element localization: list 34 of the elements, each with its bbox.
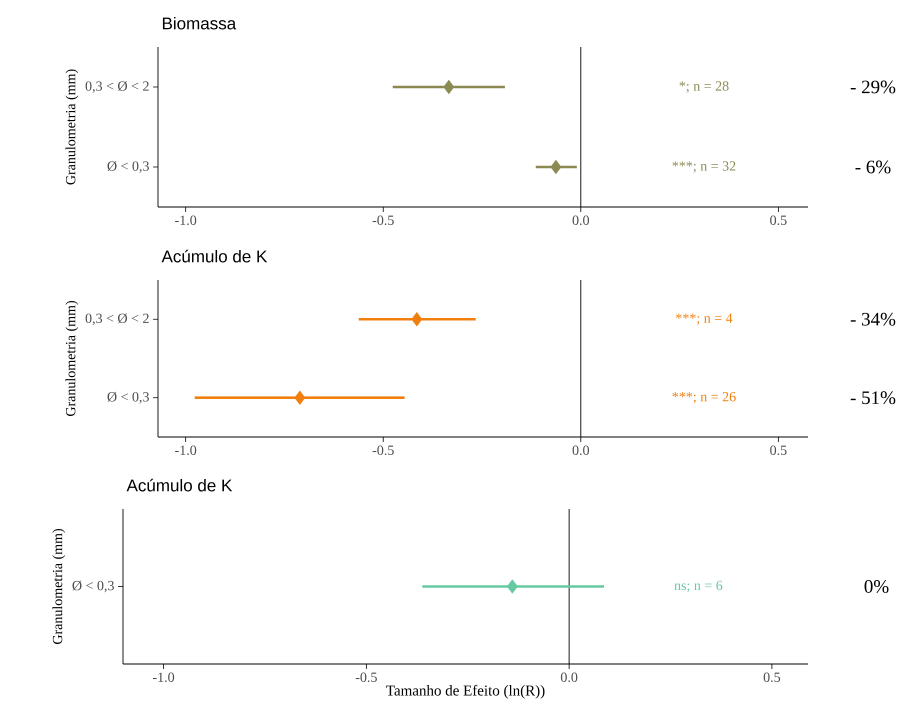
x-tick-label: -0.5 bbox=[372, 216, 394, 226]
annotation: ***; n = 26 bbox=[672, 392, 736, 404]
text: - 51% bbox=[850, 391, 896, 404]
x-tick-label: -1.0 bbox=[152, 672, 174, 682]
annotation: ns; n = 6 bbox=[674, 580, 722, 592]
text: - 34% bbox=[850, 312, 896, 326]
y-tick-label: Ø < 0,3 bbox=[108, 161, 149, 173]
annotation: ***; n = 32 bbox=[672, 161, 736, 173]
chart-title: Biomassa bbox=[162, 16, 236, 30]
y-axis-title: Granulometria (mm) bbox=[66, 69, 78, 185]
x-tick-label: -0.5 bbox=[372, 446, 394, 456]
text: - 29% bbox=[850, 80, 896, 94]
y-tick-label: Ø < 0,3 bbox=[108, 392, 149, 404]
x-tick-label: 0.5 bbox=[770, 216, 787, 226]
y-tick-label: Ø < 0,3 bbox=[72, 580, 114, 592]
x-tick-label: 0.0 bbox=[572, 216, 590, 226]
y-tick-label: 0,3 < Ø < 2 bbox=[86, 313, 149, 326]
text: 0% bbox=[864, 580, 888, 593]
x-tick-label: 0.0 bbox=[572, 446, 590, 456]
x-axis-title: Tamanho de Efeito (ln(R)) bbox=[386, 684, 545, 699]
text: - 6% bbox=[856, 160, 891, 174]
y-axis-title: Granulometria (mm) bbox=[52, 528, 66, 644]
x-tick-label: 0.5 bbox=[770, 446, 787, 456]
annotation: ***; n = 4 bbox=[676, 314, 732, 325]
chart-title: Acúmulo de K bbox=[126, 478, 232, 492]
chart-title: Acúmulo de K bbox=[162, 250, 268, 262]
annotation: *; n = 28 bbox=[680, 81, 729, 93]
x-tick-label: -1.0 bbox=[175, 216, 196, 226]
x-tick-label: -0.5 bbox=[356, 672, 377, 682]
x-tick-label: 0.0 bbox=[560, 672, 578, 682]
y-tick-label: 0,3 < Ø < 2 bbox=[86, 81, 149, 93]
x-tick-label: 0.5 bbox=[764, 672, 780, 682]
x-tick-label: -1.0 bbox=[175, 446, 196, 456]
y-axis-title: Granulometria (mm) bbox=[66, 300, 78, 416]
